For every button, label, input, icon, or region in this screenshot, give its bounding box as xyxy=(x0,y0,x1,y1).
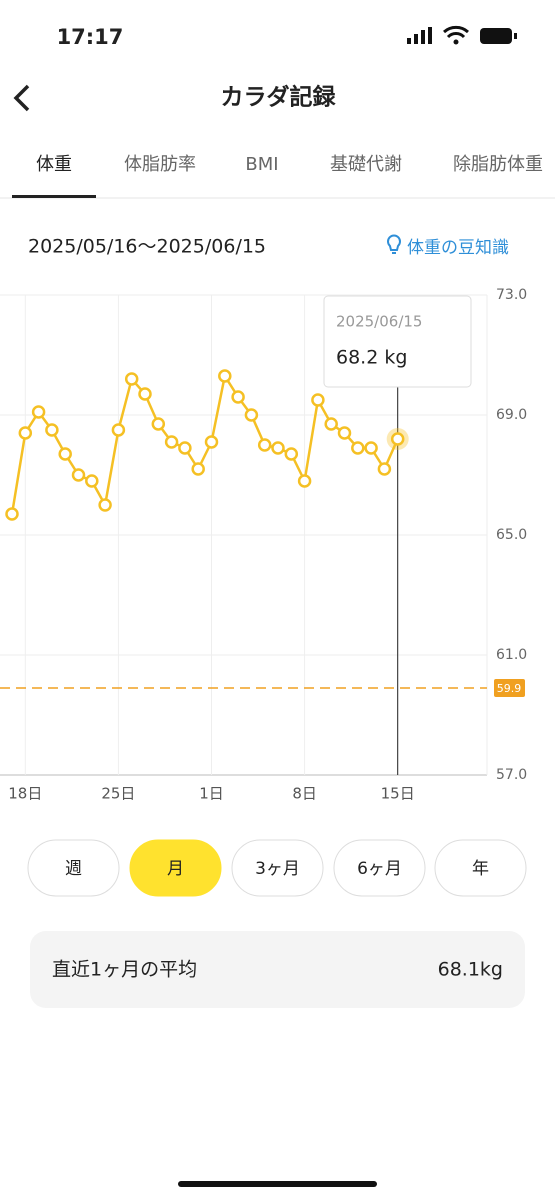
x-tick-label: 8日 xyxy=(292,785,317,803)
data-point xyxy=(124,372,139,386)
y-tick-label: 73.0 xyxy=(496,287,527,303)
data-point xyxy=(351,441,365,455)
data-point xyxy=(31,405,46,419)
x-tick-label: 18日 xyxy=(8,785,42,803)
back-button[interactable] xyxy=(13,84,30,112)
series-line xyxy=(10,372,399,515)
data-point xyxy=(257,438,272,452)
chart: 73.0 69.0 65.0 61.0 57.0 18日 25日 1日 8日 15日 59.9 202… xyxy=(0,287,527,803)
status-time: 17:17 xyxy=(57,25,124,49)
tab[interactable]: 基礎代謝 xyxy=(330,154,402,175)
period-label[interactable]: 3ヶ月 xyxy=(255,859,300,879)
data-point xyxy=(377,462,392,476)
data-point xyxy=(271,441,285,455)
x-tick-label: 15日 xyxy=(381,785,415,803)
data-point xyxy=(390,432,405,446)
period-label[interactable]: 週 xyxy=(65,859,82,879)
y-tick-label: 57.0 xyxy=(496,767,527,783)
period-button[interactable] xyxy=(27,839,120,897)
average-value: 68.1kg xyxy=(438,959,503,981)
data-point xyxy=(204,435,219,449)
data-point xyxy=(178,441,192,455)
y-tick-label: 69.0 xyxy=(496,407,527,423)
tooltip-value: 68.2 kg xyxy=(336,347,407,369)
average-card xyxy=(30,931,525,1008)
data-point xyxy=(191,462,205,476)
period-button[interactable] xyxy=(129,839,222,897)
data-point xyxy=(151,417,166,431)
data-point xyxy=(244,408,259,422)
average-label: 直近1ヶ月の平均 xyxy=(52,959,197,981)
tab[interactable]: 除脂肪体重 xyxy=(453,154,543,175)
data-point xyxy=(98,498,112,512)
tooltip-box xyxy=(323,295,472,388)
reference-label: 59.9 xyxy=(497,682,522,695)
tip-link-text[interactable]: 体重の豆知識 xyxy=(407,238,509,258)
page-title: カラダ記録 xyxy=(221,84,337,111)
period-label[interactable]: 年 xyxy=(472,859,489,879)
tab-bar: 体重 体脂肪率 BMI 基礎代謝 除脂肪体重 xyxy=(36,154,543,175)
tab[interactable]: 体重 xyxy=(36,154,72,175)
tip-link[interactable]: 体重の豆知識 xyxy=(387,234,509,258)
data-point xyxy=(111,423,126,437)
period-button[interactable] xyxy=(434,839,527,897)
tab[interactable]: 体脂肪率 xyxy=(124,154,196,175)
x-tick-label: 25日 xyxy=(101,785,135,803)
data-point xyxy=(5,507,19,521)
data-point xyxy=(85,474,99,488)
data-point xyxy=(364,441,378,455)
data-point xyxy=(231,390,245,404)
period-selector: 週 月 3ヶ月 6ヶ月 年 xyxy=(27,839,527,897)
reference-badge xyxy=(494,679,525,697)
data-point xyxy=(284,447,299,461)
data-point xyxy=(218,369,232,383)
tab-indicator xyxy=(12,195,96,198)
period-label[interactable]: 月 xyxy=(167,859,184,879)
date-range: 2025/05/16〜2025/06/15 xyxy=(28,236,266,258)
tab[interactable]: BMI xyxy=(245,154,278,175)
data-point xyxy=(311,393,325,407)
period-button[interactable] xyxy=(333,839,426,897)
period-button[interactable] xyxy=(231,839,324,897)
y-tick-label: 65.0 xyxy=(496,527,527,543)
y-tick-label: 61.0 xyxy=(496,647,527,663)
tooltip-date: 2025/06/15 xyxy=(336,313,422,331)
status-icons xyxy=(407,25,517,45)
data-point xyxy=(18,426,33,440)
home-indicator xyxy=(178,1181,377,1187)
data-point xyxy=(58,447,72,461)
data-point xyxy=(337,426,352,440)
data-point xyxy=(138,387,152,401)
data-point xyxy=(164,435,179,449)
period-label[interactable]: 6ヶ月 xyxy=(357,859,402,879)
data-point xyxy=(324,417,338,431)
data-point xyxy=(297,474,312,488)
x-tick-label: 1日 xyxy=(199,785,224,803)
data-point xyxy=(45,423,59,437)
data-point xyxy=(71,468,86,482)
